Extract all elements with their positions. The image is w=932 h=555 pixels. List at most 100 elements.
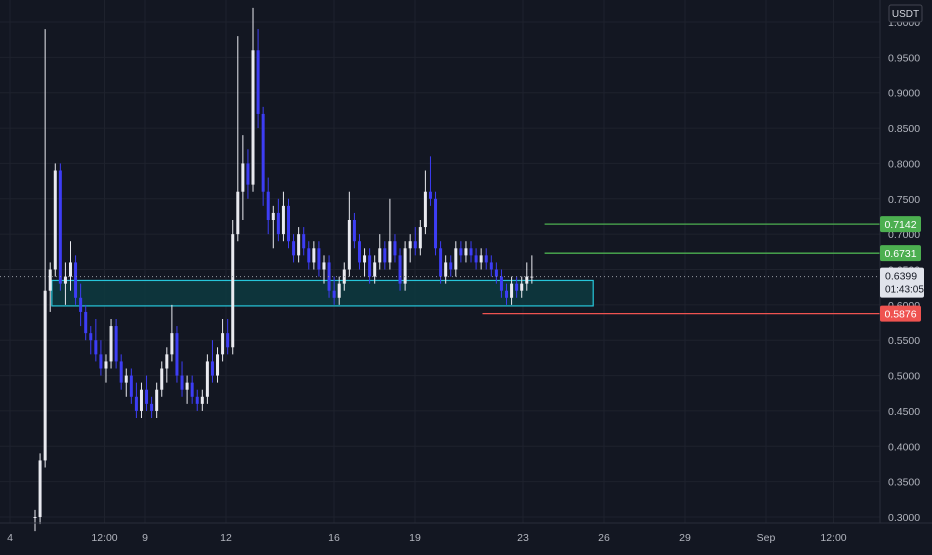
support-zone-layer [51,279,594,307]
candle [332,276,336,305]
candle-body [63,276,67,284]
candle-body [84,311,88,334]
candle [393,234,397,263]
candle-body [276,212,280,235]
candle [205,354,209,404]
candle [337,276,341,305]
candle [520,276,524,298]
candle [347,191,351,277]
candle-body [124,375,128,383]
candle [155,382,159,418]
candle-body [337,283,341,298]
candle [428,156,432,206]
candle-body [226,333,230,348]
candle-body [494,269,498,277]
candle [378,234,382,270]
candle-body [297,234,301,256]
candle-body [449,262,453,270]
candle [79,283,83,327]
candle-body [53,170,57,270]
candle-body [347,220,351,270]
candle [119,354,123,390]
time-tick-label: 12:00 [91,532,117,544]
candle-body [38,460,42,517]
candle [530,255,534,284]
candle-body [89,333,93,341]
currency-badge[interactable]: USDT [888,4,923,23]
price-tick-label: 0.7000 [888,229,920,241]
time-tick-label: 16 [328,532,340,544]
candle-body [241,163,245,192]
candle [185,375,189,404]
candle [363,248,367,277]
price-tick-label: 0.4000 [888,441,920,453]
candle-body [373,262,377,277]
candle [109,319,113,369]
candle-body [510,283,514,298]
candle [221,319,225,362]
candle [398,248,402,291]
price-tick-label: 0.8000 [888,158,920,170]
candle [74,255,78,305]
candle [449,255,453,277]
candle-body [292,241,296,256]
candle-body [312,248,316,263]
candle [63,262,67,305]
candle-body [119,361,123,383]
candle-body [474,255,478,263]
candle-body [408,241,412,249]
time-tick-label: 26 [598,532,610,544]
candle-body [216,354,220,376]
candle-body [525,276,529,284]
time-axis[interactable]: 4 12:00 9 12 16 19 23 26 29 Sep 12:00 [7,532,847,544]
candle-body [327,262,331,291]
candle-body [357,241,361,263]
candle [494,262,498,284]
candle-body [195,396,199,404]
currency-label: USDT [892,9,919,20]
time-tick-label: 9 [142,532,148,544]
candle [266,177,270,235]
candle [200,389,204,411]
candle [175,326,179,383]
candle-body [33,517,37,518]
candle-body [150,403,154,411]
time-tick-label: Sep [757,532,776,544]
candle-body [139,389,143,411]
candle [297,227,301,263]
candle-body [94,340,98,355]
candle [38,453,42,525]
candle-body [434,198,438,249]
candle-body [307,248,311,263]
candle-body [246,163,250,185]
candle [58,163,62,291]
time-tick-label: 12 [220,532,232,544]
candle-body [129,375,133,397]
candle-body [74,262,78,298]
price-tick-label: 0.4500 [888,406,920,418]
candle [43,29,47,468]
candle-body [251,50,255,185]
candle-body [479,255,483,263]
candle [444,255,448,284]
price-tick-label: 0.9000 [888,88,920,100]
candle-body [393,241,397,256]
candle [484,248,488,270]
candle-body [205,361,209,397]
candle-body [484,255,488,263]
candle [459,241,463,263]
candle-body [363,255,367,263]
candle-body [469,248,473,256]
candle [99,340,103,376]
candle [510,276,514,305]
candle-body [58,170,62,284]
candle-body [221,333,225,355]
candle [104,354,108,383]
candle-body [413,241,417,249]
candle [454,241,458,277]
candle [403,241,407,291]
candle-body [236,191,240,235]
